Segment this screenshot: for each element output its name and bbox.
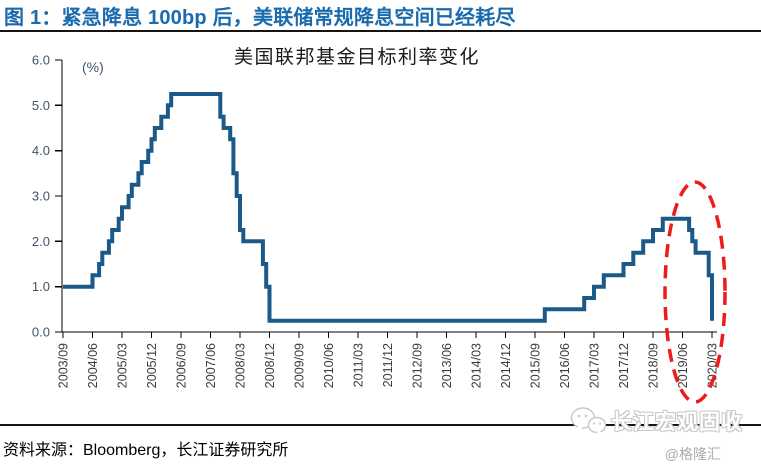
- chart-title: 美国联邦基金目标利率变化: [234, 46, 480, 68]
- x-tick-label: 2017/03: [588, 343, 602, 388]
- rate-step-line: [63, 92, 714, 323]
- y-tick-label: 0.0: [32, 325, 50, 340]
- y-tick-label: 2.0: [32, 234, 50, 249]
- highlight-ellipse: [663, 180, 727, 404]
- x-tick-label: 2008/12: [263, 343, 277, 388]
- x-tick-label: 2004/06: [86, 343, 100, 388]
- x-tick-label: 2011/12: [381, 343, 395, 387]
- x-tick-label: 2014/12: [499, 343, 513, 388]
- x-tick-label: 2019/06: [676, 343, 690, 388]
- x-tick-label: 2014/03: [470, 343, 484, 388]
- x-tick-label: 2012/09: [411, 343, 425, 388]
- x-tick-label: 2010/06: [322, 343, 336, 388]
- rate-chart-svg: 美国联邦基金目标利率变化 (%) 0.0 1.0 2.0 3.0 4.0 5.0 6.0 2003…: [32, 46, 727, 404]
- source-note: 资料来源：Bloomberg，长江证券研究所: [3, 442, 289, 459]
- axes: [55, 59, 717, 338]
- y-tick-label: 5.0: [32, 98, 50, 113]
- x-tick-label: 2005/03: [116, 343, 130, 388]
- x-tick-label: 2015/09: [529, 343, 543, 388]
- watermark-brand: 长江宏观固收: [611, 411, 743, 434]
- figure-header: 图 1：紧急降息 100bp 后，美联储常规降息空间已经耗尽: [0, 0, 761, 32]
- unit-label: (%): [82, 59, 104, 75]
- x-tick-label: 2006/09: [175, 343, 189, 388]
- x-tick-label: 2017/12: [617, 343, 631, 388]
- figure-title: 图 1：紧急降息 100bp 后，美联储常规降息空间已经耗尽: [4, 6, 516, 29]
- x-tick-label: 2008/03: [234, 343, 248, 388]
- x-tick-label: 2007/06: [204, 343, 218, 388]
- x-tick-label: 2013/06: [440, 343, 454, 388]
- x-tick-label: 2009/09: [293, 343, 307, 388]
- chat-bubbles-icon: [570, 407, 606, 435]
- y-tick-label: 3.0: [32, 189, 50, 204]
- x-tick-label: 2018/09: [647, 343, 661, 388]
- x-tick-label: 2020/03: [706, 343, 720, 388]
- y-tick-label: 6.0: [32, 53, 50, 68]
- x-tick-label: 2005/12: [145, 343, 159, 388]
- x-tick-label: 2016/06: [558, 343, 572, 388]
- footer-divider: [0, 424, 761, 426]
- watermark-handle: @格隆汇: [664, 446, 721, 462]
- watermark: 长江宏观固收: [570, 406, 743, 436]
- x-tick-label: 2003/09: [57, 343, 71, 388]
- x-tick-label: 2011/03: [352, 343, 366, 387]
- y-tick-label: 1.0: [32, 279, 50, 294]
- y-tick-label: 4.0: [32, 143, 50, 158]
